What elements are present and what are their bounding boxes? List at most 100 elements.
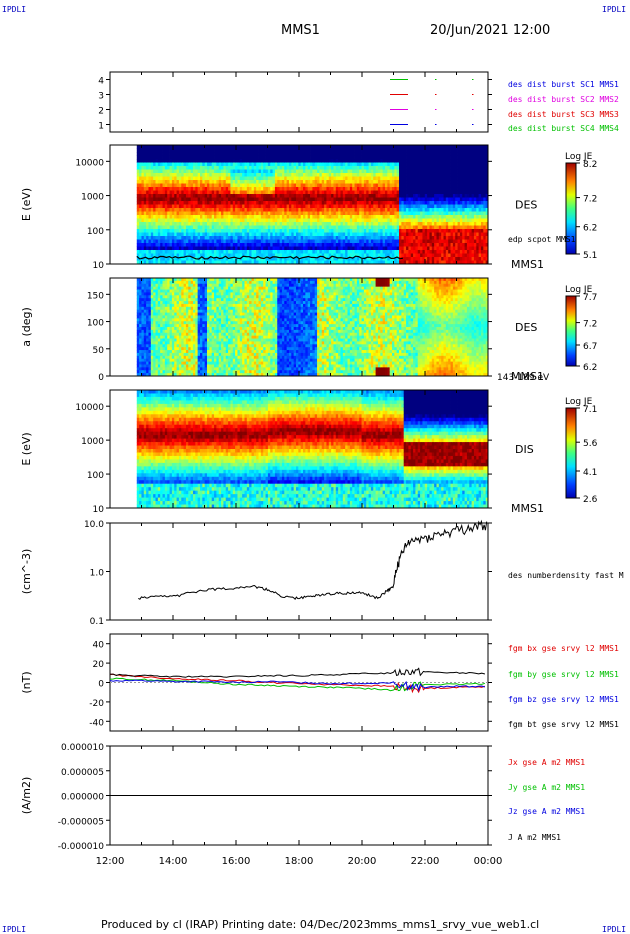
des-energy-panel-cell bbox=[431, 260, 435, 265]
des-energy-panel-cell bbox=[392, 246, 395, 251]
des-energy-panel-cell bbox=[396, 215, 400, 219]
des-energy-panel-cell bbox=[141, 215, 145, 219]
des-energy-panel-cell bbox=[335, 194, 339, 198]
des-energy-panel-cell bbox=[242, 148, 245, 153]
des-energy-panel-cell bbox=[345, 183, 348, 188]
des-energy-panel-cell bbox=[408, 204, 412, 209]
des-energy-panel-cell bbox=[307, 162, 311, 167]
des-energy-panel-cell bbox=[354, 250, 358, 254]
des-energy-panel-cell bbox=[244, 197, 248, 202]
des-energy-panel-cell bbox=[176, 169, 180, 174]
des-energy-panel-cell bbox=[139, 155, 142, 160]
des-energy-panel-cell bbox=[216, 218, 220, 223]
des-energy-panel-cell bbox=[246, 236, 250, 240]
des-energy-panel-cell bbox=[288, 239, 292, 244]
des-energy-panel-cell bbox=[469, 169, 473, 174]
des-energy-panel-cell bbox=[209, 166, 213, 170]
des-energy-panel-cell bbox=[239, 246, 243, 251]
des-energy-panel-cell bbox=[448, 215, 451, 219]
des-energy-panel-cell bbox=[443, 239, 447, 244]
des-energy-panel-cell bbox=[392, 225, 395, 230]
des-energy-panel-cell bbox=[345, 194, 348, 198]
des-energy-panel-cell bbox=[272, 208, 276, 212]
des-energy-panel-cell bbox=[452, 187, 456, 191]
des-energy-panel-cell bbox=[150, 204, 154, 209]
des-energy-panel-cell bbox=[406, 190, 409, 195]
des-energy-panel-cell bbox=[384, 225, 388, 230]
des-energy-panel-cell bbox=[305, 232, 309, 237]
des-energy-panel-cell bbox=[286, 176, 290, 181]
des-energy-panel-cell bbox=[150, 166, 154, 170]
des-energy-panel-cell bbox=[431, 194, 435, 198]
des-energy-panel-cell bbox=[197, 159, 201, 163]
des-energy-panel-cell bbox=[361, 215, 365, 219]
des-energy-panel-cell bbox=[225, 215, 229, 219]
des-energy-panel-cell bbox=[328, 173, 332, 177]
des-energy-panel-cell bbox=[410, 239, 414, 244]
des-energy-panel-cell bbox=[249, 225, 252, 230]
des-energy-panel-cell bbox=[242, 222, 245, 226]
des-energy-panel-cell bbox=[413, 155, 416, 160]
des-energy-panel-cell bbox=[260, 229, 264, 233]
des-energy-panel-cell bbox=[420, 166, 423, 170]
des-energy-panel-cell bbox=[148, 159, 152, 163]
des-energy-panel-cell bbox=[221, 204, 224, 209]
des-energy-panel-cell bbox=[246, 145, 250, 149]
des-energy-panel-cell bbox=[235, 204, 238, 209]
des-energy-panel-cell bbox=[373, 155, 377, 160]
des-energy-panel-cell bbox=[209, 155, 213, 160]
des-energy-panel-cell bbox=[190, 204, 194, 209]
des-energy-panel-cell bbox=[408, 239, 412, 244]
des-energy-panel-cell bbox=[274, 250, 278, 254]
des-energy-panel-cell bbox=[438, 166, 442, 170]
des-energy-panel-cell bbox=[279, 236, 283, 240]
des-energy-panel-cell bbox=[356, 176, 360, 181]
des-energy-panel-cell bbox=[408, 187, 412, 191]
des-energy-panel-cell bbox=[319, 222, 323, 226]
des-energy-panel-cell bbox=[326, 222, 330, 226]
des-energy-panel-cell bbox=[209, 253, 213, 258]
des-energy-panel-cell bbox=[228, 204, 231, 209]
des-energy-panel-cell bbox=[370, 239, 374, 244]
des-energy-panel-cell bbox=[260, 187, 264, 191]
des-energy-panel-cell bbox=[150, 236, 154, 240]
des-energy-panel-cell bbox=[361, 152, 365, 156]
des-energy-panel-cell bbox=[230, 190, 234, 195]
des-energy-panel-cell bbox=[373, 232, 377, 237]
des-energy-panel-cell bbox=[422, 211, 426, 216]
des-energy-panel-cell bbox=[363, 145, 367, 149]
des-energy-panel-cell bbox=[204, 197, 208, 202]
des-energy-panel-cell bbox=[317, 176, 320, 181]
des-energy-panel-cell bbox=[146, 239, 149, 244]
des-energy-panel-cell bbox=[443, 180, 447, 184]
des-energy-panel-cell bbox=[303, 211, 306, 216]
des-energy-panel-cell bbox=[436, 173, 440, 177]
des-energy-panel-cell bbox=[387, 155, 391, 160]
des-energy-panel-cell bbox=[251, 145, 255, 149]
des-energy-panel-cell bbox=[424, 183, 428, 188]
des-energy-panel-cell bbox=[181, 159, 184, 163]
des-energy-panel-cell bbox=[321, 229, 325, 233]
des-energy-panel-cell bbox=[256, 166, 259, 170]
des-energy-panel-cell bbox=[352, 225, 355, 230]
des-energy-panel-cell bbox=[188, 218, 192, 223]
des-energy-panel-cell bbox=[221, 190, 224, 195]
des-energy-panel-cell bbox=[441, 243, 444, 247]
des-energy-panel-cell bbox=[160, 232, 163, 237]
des-energy-panel-cell bbox=[148, 246, 152, 251]
des-energy-panel-cell bbox=[448, 236, 451, 240]
burst-dot-4 bbox=[435, 79, 437, 80]
des-energy-panel-cell bbox=[258, 155, 262, 160]
des-energy-panel-cell bbox=[155, 190, 159, 195]
des-energy-panel-cell bbox=[281, 208, 285, 212]
des-energy-panel-cell bbox=[328, 201, 332, 205]
des-energy-panel-cell bbox=[211, 173, 215, 177]
des-energy-panel-cell bbox=[190, 239, 194, 244]
des-energy-panel-cell bbox=[401, 194, 405, 198]
des-energy-panel-cell bbox=[263, 253, 266, 258]
des-energy-panel-cell bbox=[310, 152, 313, 156]
des-energy-panel-cell bbox=[431, 222, 435, 226]
des-energy-panel-cell bbox=[218, 176, 222, 181]
des-energy-panel-cell bbox=[352, 243, 355, 247]
des-energy-panel-cell bbox=[235, 190, 238, 195]
